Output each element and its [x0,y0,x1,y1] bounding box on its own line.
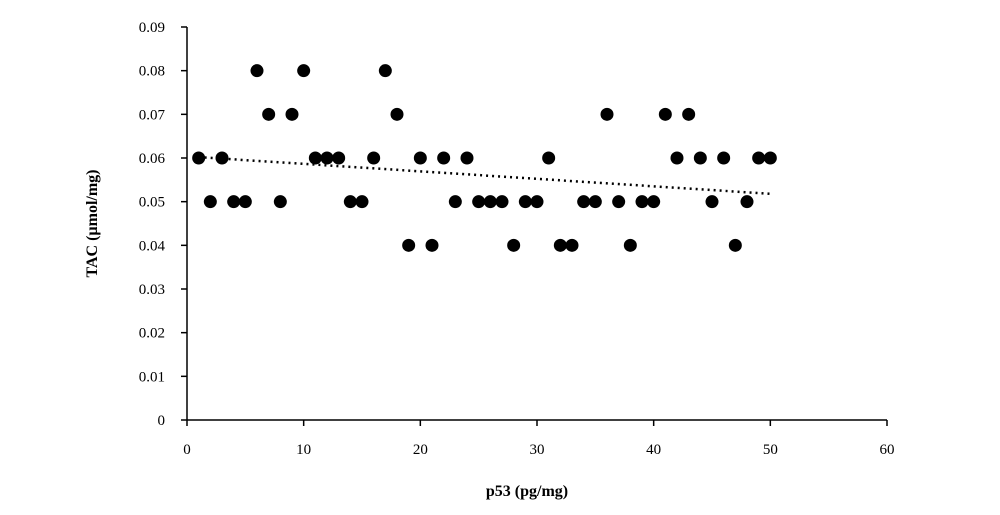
y-tick-label: 0.06 [139,151,166,167]
data-point [670,151,684,165]
data-point [542,151,556,165]
data-points [192,64,777,252]
data-point [308,151,322,165]
y-tick-label: 0.03 [139,282,165,298]
y-tick-label: 0.09 [139,20,165,36]
x-tick-label: 0 [183,442,191,458]
y-axis-ticks: 0 0.01 0.02 0.03 0.04 0.05 0.06 0.07 0.08 0.09 [139,20,187,429]
data-point [355,195,369,209]
data-point [250,64,264,78]
data-point [507,238,521,252]
x-tick-label: 30 [530,442,545,458]
data-point [705,195,719,209]
data-point [262,107,276,121]
x-tick-label: 40 [646,442,661,458]
data-point [682,107,696,121]
data-point [332,151,346,165]
data-point [297,64,311,78]
data-point [425,238,439,252]
data-point [728,238,742,252]
data-point [390,107,404,121]
data-point [320,151,334,165]
data-point [565,238,579,252]
data-point [740,195,754,209]
data-point [273,195,287,209]
data-point [612,195,626,209]
y-tick-label: 0.01 [139,369,165,385]
data-point [717,151,731,165]
data-point [448,195,462,209]
data-point [472,195,486,209]
data-point [285,107,299,121]
trendline [198,155,771,196]
y-axis-title: TAC (µmol/mg) [84,169,101,277]
y-tick-label: 0.08 [139,64,165,80]
data-point [238,195,252,209]
y-tick-label: 0 [158,413,166,429]
data-point [623,238,637,252]
y-tick-label: 0.04 [139,238,166,254]
data-point [227,195,241,209]
y-tick-label: 0.02 [139,326,165,342]
y-tick-label: 0.05 [139,195,165,211]
data-point [635,195,649,209]
x-axis-title: p53 (pg/mg) [486,483,568,500]
x-tick-label: 20 [413,442,428,458]
data-point [402,238,416,252]
data-point [647,195,661,209]
x-tick-label: 60 [880,442,895,458]
data-point [577,195,591,209]
data-point [192,151,206,165]
x-tick-label: 50 [763,442,778,458]
data-point [763,151,777,165]
x-tick-label: 10 [296,442,311,458]
data-point [495,195,509,209]
y-tick-label: 0.07 [139,107,166,123]
data-point [588,195,602,209]
data-point [367,151,381,165]
data-point [343,195,357,209]
data-point [460,151,474,165]
data-point [600,107,614,121]
data-point [437,151,451,165]
data-point [752,151,766,165]
data-point [518,195,532,209]
data-point [553,238,567,252]
data-point [658,107,672,121]
data-point [530,195,544,209]
x-axis-ticks: 0 10 20 30 40 50 60 [183,420,895,458]
data-point [215,151,229,165]
data-point [693,151,707,165]
data-point [203,195,217,209]
data-point [483,195,497,209]
data-point [413,151,427,165]
data-point [378,64,392,78]
